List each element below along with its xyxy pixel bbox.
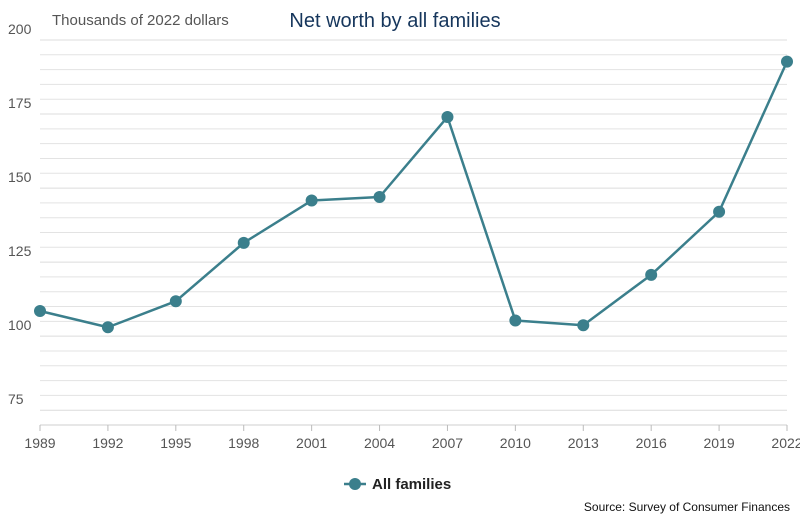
y-tick-label: 175 [8,95,32,111]
x-tick-label: 2016 [636,435,667,451]
legend[interactable]: All families [344,476,451,493]
data-point[interactable] [237,236,250,249]
x-tick-label: 1998 [228,435,259,451]
x-tick-label: 1992 [92,435,123,451]
legend-label-all-families: All families [372,476,451,493]
x-tick-label: 1989 [24,435,55,451]
data-point[interactable] [34,304,46,317]
data-point[interactable] [713,205,726,218]
x-tick-label: 2010 [500,435,531,451]
y-tick-label: 100 [8,317,32,333]
y-axis-ticks: 75 100 125 150 175 200 [8,21,32,407]
x-tick-label: 2001 [296,435,327,451]
x-tick-label: 2004 [364,435,395,451]
source-note: Source: Survey of Consumer Finances [584,500,790,514]
y-tick-label: 125 [8,243,32,259]
data-point[interactable] [645,268,658,281]
x-tick-label: 2019 [704,435,735,451]
data-point[interactable] [577,319,590,332]
data-point[interactable] [169,295,182,308]
series-line-all-families [39,61,789,329]
data-point[interactable] [441,111,454,123]
y-tick-label: 75 [8,391,24,407]
data-point[interactable] [373,190,386,203]
y-axis-unit-label: Thousands of 2022 dollars [52,12,229,29]
data-point[interactable] [509,314,522,327]
data-point[interactable] [305,194,318,207]
x-tick-label: 2013 [568,435,599,451]
legend-marker-icon [349,478,361,490]
x-tick-label: 2022 [771,435,800,451]
data-point[interactable] [781,55,793,68]
y-tick-label: 200 [8,21,32,37]
x-tick-label: 1995 [160,435,191,451]
gridlines [40,39,787,411]
data-point[interactable] [101,321,114,334]
x-axis-ticks: 1989 1992 1995 1998 2001 2004 2007 2010 2013 2016… [24,425,800,451]
x-tick-label: 2007 [432,435,463,451]
series-points [34,55,793,334]
chart-title: Net worth by all families [289,10,500,32]
y-tick-label: 150 [8,169,32,185]
